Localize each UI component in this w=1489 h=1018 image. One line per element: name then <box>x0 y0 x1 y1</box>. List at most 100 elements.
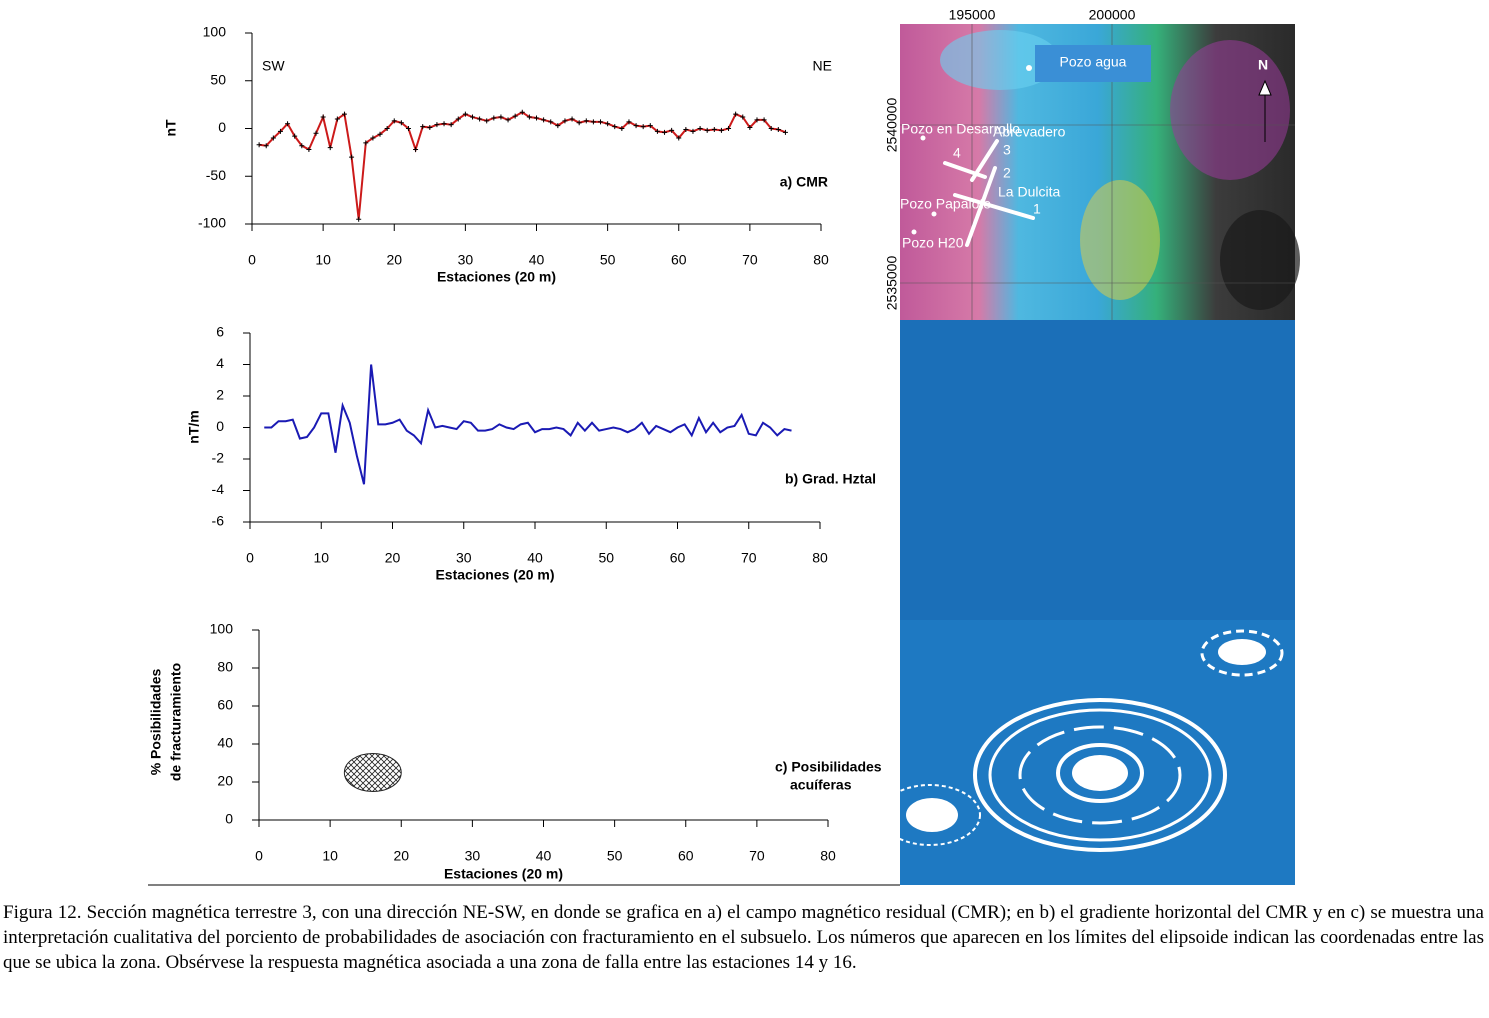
well <box>911 229 917 235</box>
data-point <box>612 124 618 130</box>
x-tick-label: 0 <box>255 848 263 864</box>
map-label: Pozo agua <box>1060 54 1127 70</box>
anomaly-rings <box>879 629 1284 852</box>
x-tick-label: 80 <box>820 848 836 864</box>
data-point <box>349 154 355 160</box>
y-tick-label: -6 <box>212 513 225 529</box>
y-axis-label: nT/m <box>186 410 202 443</box>
data-point <box>363 140 369 146</box>
data-point <box>398 120 404 126</box>
y-tick-label: 4 <box>216 355 224 371</box>
data-point <box>299 143 305 149</box>
data-point <box>313 130 319 136</box>
y-tick-label: -100 <box>198 215 226 231</box>
data-point <box>498 114 504 120</box>
map-label: 2 <box>1003 165 1011 181</box>
y-tick-label: 2 <box>216 387 224 403</box>
data-point <box>690 128 696 134</box>
data-point <box>256 142 262 148</box>
northing-label: 2535000 <box>884 256 900 311</box>
data-point <box>562 118 568 124</box>
data-point <box>534 115 539 121</box>
x-tick-label: 70 <box>741 550 757 566</box>
x-tick-label: 80 <box>813 252 829 268</box>
data-point <box>619 126 625 131</box>
x-tick-label: 60 <box>670 550 686 566</box>
x-tick-label: 60 <box>678 848 694 864</box>
data-point <box>292 133 298 139</box>
map-label: Pozo H20 <box>902 235 964 251</box>
map-anomaly <box>1170 40 1290 180</box>
x-tick-label: 60 <box>671 252 687 268</box>
data-point <box>683 126 689 132</box>
data-point <box>676 135 682 141</box>
x-axis-label: Estaciones (20 m) <box>435 567 554 583</box>
data-point <box>519 109 525 115</box>
data-point <box>747 125 753 131</box>
data-point <box>555 123 561 129</box>
map-label: N <box>1258 57 1268 73</box>
figure-caption: Figura 12. Sección magnética terrestre 3… <box>3 902 1484 973</box>
map-label: Pozo Papalote <box>900 196 991 212</box>
data-point <box>548 119 554 125</box>
x-tick-label: 10 <box>322 848 338 864</box>
x-tick-label: 40 <box>536 848 552 864</box>
annotation: NE <box>813 58 832 74</box>
y-tick-label: -50 <box>206 167 226 183</box>
map-label: 1 <box>1033 201 1041 217</box>
anomaly-core <box>906 798 958 832</box>
y-tick-label: 60 <box>217 697 233 713</box>
data-point <box>420 124 426 130</box>
y-tick-label: 0 <box>216 418 224 434</box>
data-point <box>718 127 724 133</box>
x-tick-label: 20 <box>386 252 402 268</box>
x-axis-label: Estaciones (20 m) <box>444 866 563 882</box>
label-box <box>1035 45 1151 82</box>
y-axis-label: nT <box>163 119 179 137</box>
data-point <box>512 113 518 119</box>
data-point <box>647 123 653 129</box>
data-line <box>264 364 792 485</box>
data-point <box>306 147 312 153</box>
data-point <box>384 126 390 131</box>
x-tick-label: 70 <box>749 848 765 864</box>
data-point <box>370 135 376 141</box>
x-tick-label: 10 <box>315 252 331 268</box>
data-point <box>633 123 639 129</box>
data-point <box>405 126 411 131</box>
data-point <box>477 116 483 122</box>
fracture-zone <box>343 753 402 792</box>
data-point <box>654 128 660 134</box>
x-tick-label: 50 <box>600 252 616 268</box>
x-tick-label: 50 <box>598 550 614 566</box>
data-point <box>270 135 276 141</box>
data-point <box>448 122 454 128</box>
data-point <box>761 117 767 123</box>
data-point <box>768 126 774 131</box>
map-anomaly <box>940 30 1060 90</box>
data-point <box>733 111 739 117</box>
data-point <box>484 118 490 124</box>
y-tick-label: 6 <box>216 324 224 340</box>
data-point <box>377 131 383 137</box>
x-tick-label: 20 <box>393 848 409 864</box>
data-point <box>605 121 611 127</box>
data-point <box>320 114 326 120</box>
data-point <box>626 119 632 125</box>
data-point <box>263 143 269 149</box>
map-anomaly <box>1080 180 1160 300</box>
x-tick-label: 70 <box>742 252 758 268</box>
data-point <box>427 125 433 131</box>
data-point <box>590 119 596 125</box>
x-tick-label: 50 <box>607 848 623 864</box>
x-tick-label: 30 <box>456 550 472 566</box>
anomaly-core <box>1218 639 1266 665</box>
data-point <box>327 145 333 151</box>
annotation: b) Grad. Hztal <box>785 471 876 487</box>
annotation: SW <box>262 58 285 74</box>
x-tick-label: 80 <box>812 550 828 566</box>
y-tick-label: 50 <box>210 71 226 87</box>
data-point <box>669 127 675 133</box>
data-point <box>569 116 575 122</box>
y-tick-label: 0 <box>218 119 226 135</box>
